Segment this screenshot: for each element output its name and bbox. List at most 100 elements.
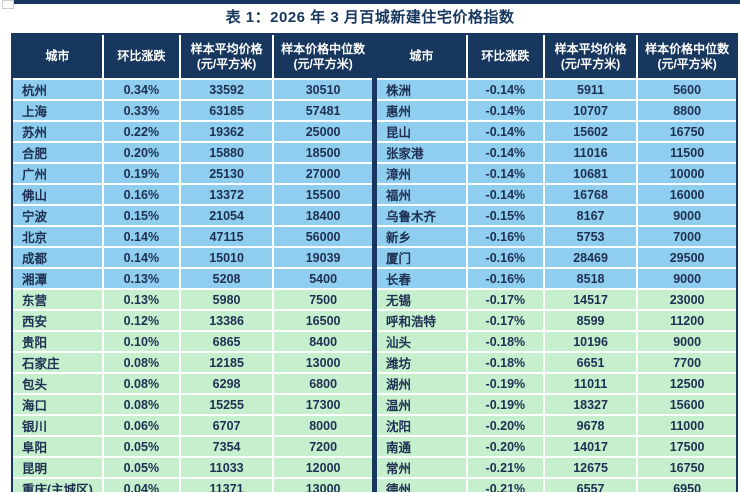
table-row: 宁波 0.15% 21054 18400 xyxy=(13,205,372,227)
city-cell: 乌鲁木齐 xyxy=(377,205,468,227)
city-cell: 东营 xyxy=(13,289,104,311)
city-cell: 惠州 xyxy=(377,100,468,122)
median-price-cell: 17500 xyxy=(637,436,736,458)
change-cell: -0.19% xyxy=(466,373,545,395)
avg-price-cell: 5753 xyxy=(543,226,639,248)
change-cell: -0.18% xyxy=(466,331,545,353)
city-cell: 合肥 xyxy=(13,142,104,164)
median-price-cell: 11000 xyxy=(637,415,736,437)
table-row: 广州 0.19% 25130 27000 xyxy=(13,163,372,185)
city-cell: 海口 xyxy=(13,394,104,416)
city-cell: 重庆(主城区) xyxy=(13,478,104,492)
change-cell: -0.14% xyxy=(466,100,545,122)
table-row: 株洲 -0.14% 5911 5600 xyxy=(377,79,736,101)
median-price-cell: 9000 xyxy=(637,205,736,227)
city-cell: 杭州 xyxy=(13,79,104,101)
median-price-cell: 7200 xyxy=(273,436,372,458)
median-price-cell: 9000 xyxy=(637,331,736,353)
change-cell: -0.14% xyxy=(466,184,545,206)
change-cell: -0.15% xyxy=(466,205,545,227)
city-cell: 西安 xyxy=(13,310,104,332)
avg-price-cell: 14517 xyxy=(543,289,639,311)
city-cell: 南通 xyxy=(377,436,468,458)
table-row: 无锡 -0.17% 14517 23000 xyxy=(377,289,736,311)
avg-price-cell: 8167 xyxy=(543,205,639,227)
avg-price-cell: 10196 xyxy=(543,331,639,353)
median-price-cell: 25000 xyxy=(273,121,372,143)
table-row: 包头 0.08% 6298 6800 xyxy=(13,373,372,395)
avg-price-cell: 11371 xyxy=(179,478,275,492)
median-price-cell: 15600 xyxy=(637,394,736,416)
city-cell: 上海 xyxy=(13,100,104,122)
city-cell: 湖州 xyxy=(377,373,468,395)
avg-price-cell: 8599 xyxy=(543,310,639,332)
avg-price-cell: 16768 xyxy=(543,184,639,206)
change-cell: 0.34% xyxy=(102,79,181,101)
median-price-cell: 16750 xyxy=(637,457,736,479)
change-cell: -0.14% xyxy=(466,142,545,164)
change-cell: 0.19% xyxy=(102,163,181,185)
avg-price-cell: 13372 xyxy=(179,184,275,206)
median-price-cell: 6950 xyxy=(637,478,736,492)
median-price-cell: 12500 xyxy=(637,373,736,395)
table-row: 漳州 -0.14% 10681 10000 xyxy=(377,163,736,185)
table-row: 湖州 -0.19% 11011 12500 xyxy=(377,373,736,395)
city-cell: 温州 xyxy=(377,394,468,416)
column-header: 环比涨跌 xyxy=(102,35,181,80)
column-header: 样本平均价格 (元/平方米) xyxy=(543,35,639,80)
table-row: 长春 -0.16% 8518 9000 xyxy=(377,268,736,290)
table-row: 苏州 0.22% 19362 25000 xyxy=(13,121,372,143)
avg-price-cell: 6298 xyxy=(179,373,275,395)
city-cell: 无锡 xyxy=(377,289,468,311)
city-cell: 广州 xyxy=(13,163,104,185)
median-price-cell: 6800 xyxy=(273,373,372,395)
avg-price-cell: 5911 xyxy=(543,79,639,101)
top-accent-bar xyxy=(13,0,740,4)
change-cell: 0.14% xyxy=(102,247,181,269)
avg-price-cell: 14017 xyxy=(543,436,639,458)
avg-price-cell: 11033 xyxy=(179,457,275,479)
median-price-cell: 11200 xyxy=(637,310,736,332)
median-price-cell: 16000 xyxy=(637,184,736,206)
avg-price-cell: 19362 xyxy=(179,121,275,143)
median-price-cell: 11500 xyxy=(637,142,736,164)
table-row: 张家港 -0.14% 11016 11500 xyxy=(377,142,736,164)
change-cell: 0.06% xyxy=(102,415,181,437)
table-row: 惠州 -0.14% 10707 8800 xyxy=(377,100,736,122)
city-cell: 阜阳 xyxy=(13,436,104,458)
median-price-cell: 9000 xyxy=(637,268,736,290)
price-index-tables: 城市 环比涨跌 样本平均价格 (元/平方米) 样本价格中位数 (元/平方米) 杭州 0.34%… xyxy=(11,33,738,492)
column-header: 环比涨跌 xyxy=(466,35,545,80)
table-row: 上海 0.33% 63185 57481 xyxy=(13,100,372,122)
median-price-cell: 23000 xyxy=(637,289,736,311)
change-cell: -0.21% xyxy=(466,457,545,479)
median-price-cell: 18400 xyxy=(273,205,372,227)
avg-price-cell: 11011 xyxy=(543,373,639,395)
median-price-cell: 7500 xyxy=(273,289,372,311)
median-price-cell: 8000 xyxy=(273,415,372,437)
median-price-cell: 17300 xyxy=(273,394,372,416)
change-cell: 0.15% xyxy=(102,205,181,227)
avg-price-cell: 28469 xyxy=(543,247,639,269)
change-cell: -0.14% xyxy=(466,121,545,143)
median-price-cell: 8800 xyxy=(637,100,736,122)
change-cell: 0.08% xyxy=(102,373,181,395)
city-cell: 厦门 xyxy=(377,247,468,269)
avg-price-cell: 6865 xyxy=(179,331,275,353)
table-row: 阜阳 0.05% 7354 7200 xyxy=(13,436,372,458)
table-row: 潍坊 -0.18% 6651 7700 xyxy=(377,352,736,374)
table-row: 西安 0.12% 13386 16500 xyxy=(13,310,372,332)
city-cell: 株洲 xyxy=(377,79,468,101)
table-row: 新乡 -0.16% 5753 7000 xyxy=(377,226,736,248)
table-row: 昆山 -0.14% 15602 16750 xyxy=(377,121,736,143)
avg-price-cell: 15010 xyxy=(179,247,275,269)
city-cell: 汕头 xyxy=(377,331,468,353)
median-price-cell: 7000 xyxy=(637,226,736,248)
change-cell: -0.17% xyxy=(466,310,545,332)
table-row: 海口 0.08% 15255 17300 xyxy=(13,394,372,416)
change-cell: -0.18% xyxy=(466,352,545,374)
median-price-cell: 16750 xyxy=(637,121,736,143)
median-price-cell: 29500 xyxy=(637,247,736,269)
change-cell: -0.17% xyxy=(466,289,545,311)
avg-price-cell: 10707 xyxy=(543,100,639,122)
